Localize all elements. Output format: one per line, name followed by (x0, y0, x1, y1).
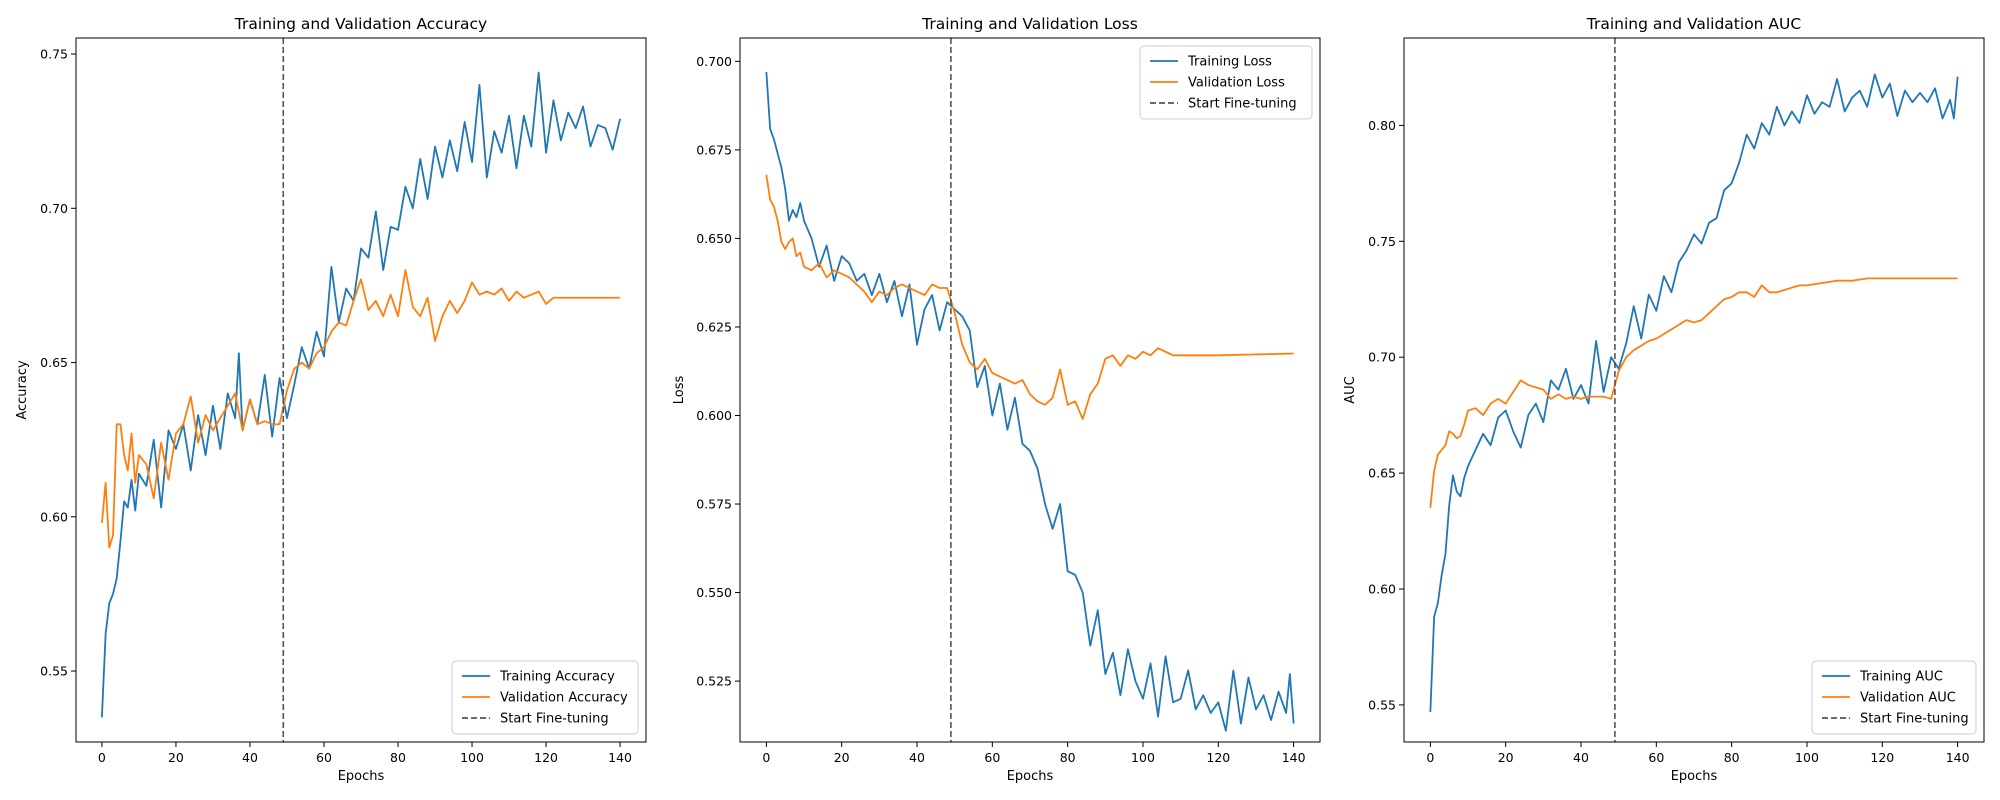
y-tick-label: 0.700 (696, 54, 732, 69)
axes-frame (739, 37, 1321, 743)
x-tick-label: 60 (984, 750, 1000, 765)
x-tick-label: 80 (1724, 750, 1740, 765)
y-tick-label: 0.75 (40, 47, 68, 62)
legend-box (451, 660, 639, 735)
axes-frame (75, 37, 647, 743)
y-axis-label: Accuracy (15, 360, 30, 420)
plot-area (765, 38, 1295, 742)
y-tick-label: 0.75 (1368, 234, 1396, 249)
chart-title: Training and Validation Loss (921, 15, 1138, 33)
series-line-training-loss (765, 71, 1295, 732)
legend: Training Accuracy Validation Accuracy Star… (451, 660, 639, 735)
legend-box (1139, 45, 1313, 120)
chart-title: Training and Validation AUC (1586, 15, 1801, 33)
x-axis-label: Epochs (1007, 769, 1054, 784)
x-tick-label: 40 (242, 750, 258, 765)
y-tick-label: 0.60 (40, 509, 68, 524)
chart-panel-1: Training and Validation Accuracy 0 20 40 60 8… (15, 15, 647, 784)
x-tick-label: 80 (390, 750, 406, 765)
x-tick-label: 0 (762, 750, 770, 765)
legend-entry-label: Validation Loss (1188, 76, 1285, 91)
x-tick-label: 40 (1573, 750, 1589, 765)
chart-panel-2: Training and Validation Loss 0 20 40 60 80 100… (672, 15, 1321, 784)
legend-entry-label: Start Fine-tuning (500, 712, 609, 727)
x-tick-label: 120 (1870, 750, 1894, 765)
series-line-training-accuracy (101, 71, 621, 718)
y-tick-label: 0.55 (40, 664, 68, 679)
x-tick-label: 140 (1946, 750, 1970, 765)
chart-panel-3: Training and Validation AUC 0 20 40 60 80 100 1… (1343, 15, 1985, 784)
y-tick-label: 0.650 (696, 231, 732, 246)
legend-entry-label: Validation AUC (1860, 691, 1956, 706)
axes-frame (1403, 37, 1985, 743)
plot-area (1429, 38, 1959, 742)
x-tick-label: 120 (534, 750, 558, 765)
y-tick-label: 0.600 (696, 408, 732, 423)
y-tick-label: 0.55 (1368, 697, 1396, 712)
series-line-validation-accuracy (101, 269, 621, 549)
plot-area (101, 38, 621, 742)
legend-entry-label: Start Fine-tuning (1860, 712, 1969, 727)
x-tick-label: 60 (316, 750, 332, 765)
y-tick-label: 0.70 (40, 201, 68, 216)
x-tick-label: 40 (909, 750, 925, 765)
y-axis-label: AUC (1343, 376, 1358, 404)
x-axis-label: Epochs (338, 769, 385, 784)
y-tick-label: 0.65 (1368, 466, 1396, 481)
chart-title: Training and Validation Accuracy (234, 15, 487, 33)
legend-entry-label: Validation Accuracy (500, 691, 628, 706)
x-tick-label: 0 (1426, 750, 1434, 765)
legend: Training AUC Validation AUC Start Fine-tun… (1811, 660, 1977, 735)
x-tick-label: 20 (168, 750, 184, 765)
x-tick-label: 100 (460, 750, 484, 765)
x-tick-label: 100 (1795, 750, 1819, 765)
legend: Training Loss Validation Loss Start Fine-t… (1139, 45, 1313, 120)
x-tick-label: 80 (1060, 750, 1076, 765)
y-tick-label: 0.575 (696, 497, 732, 512)
legend-entry-label: Start Fine-tuning (1188, 97, 1297, 112)
x-tick-label: 20 (1498, 750, 1514, 765)
y-tick-label: 0.525 (696, 674, 732, 689)
x-tick-label: 120 (1206, 750, 1230, 765)
legend-entry-label: Training AUC (1859, 670, 1943, 685)
x-tick-label: 0 (98, 750, 106, 765)
y-tick-label: 0.65 (40, 355, 68, 370)
y-axis-label: Loss (672, 376, 687, 405)
series-line-validation-auc (1429, 277, 1958, 508)
legend-entry-label: Training Loss (1187, 55, 1272, 70)
legend-entry-label: Training Accuracy (499, 670, 615, 685)
series-line-validation-loss (765, 174, 1294, 420)
x-tick-label: 140 (1282, 750, 1306, 765)
y-tick-label: 0.60 (1368, 582, 1396, 597)
y-tick-label: 0.625 (696, 319, 732, 334)
series-line-training-auc (1429, 73, 1959, 712)
x-axis-label: Epochs (1671, 769, 1718, 784)
x-tick-label: 140 (608, 750, 632, 765)
y-tick-label: 0.550 (696, 585, 732, 600)
y-tick-label: 0.675 (696, 142, 732, 157)
x-tick-label: 60 (1648, 750, 1664, 765)
y-tick-label: 0.70 (1368, 350, 1396, 365)
legend-box (1811, 660, 1977, 735)
x-tick-label: 20 (834, 750, 850, 765)
x-tick-label: 100 (1131, 750, 1155, 765)
y-tick-label: 0.80 (1368, 118, 1396, 133)
